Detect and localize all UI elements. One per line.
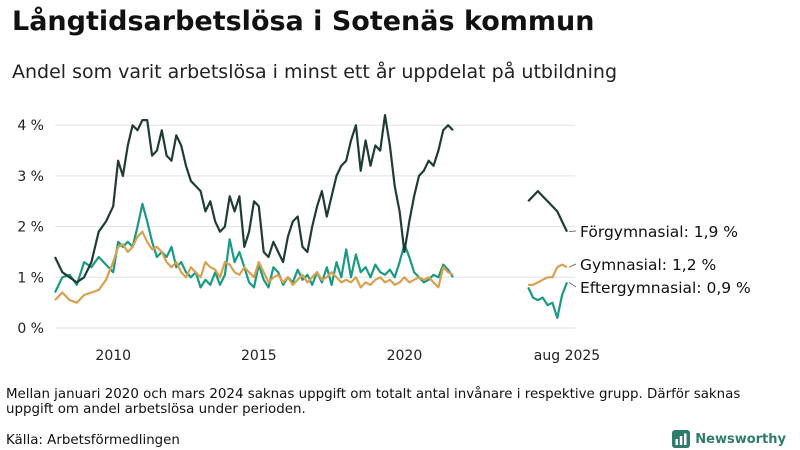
series-end-label: Gymnasial: 1,2 % xyxy=(580,256,716,274)
label-connector xyxy=(568,230,577,233)
x-tick-label: aug 2025 xyxy=(534,348,600,364)
series-end-label: Eftergymnasial: 0,9 % xyxy=(580,279,751,297)
x-axis-ticks: 2010 2015 2020 aug 2025 xyxy=(95,348,600,364)
y-tick-label: 3 % xyxy=(17,169,44,185)
y-axis-ticks: 0 % 1 % 2 % 3 % 4 % xyxy=(17,118,44,337)
brand-name: Newsworthy xyxy=(695,431,786,447)
line-chart: 0 % 1 % 2 % 3 % 4 % 2010 2015 2020 aug 2025 För… xyxy=(17,114,751,364)
series-lines xyxy=(54,114,569,319)
y-tick-label: 2 % xyxy=(17,220,44,236)
chart-title: Långtidsarbetslösa i Sotenäs kommun xyxy=(12,6,595,37)
series-end-label: Förgymnasial: 1,9 % xyxy=(580,223,738,241)
newsworthy-icon xyxy=(672,430,691,448)
footnote: Mellan januari 2020 och mars 2024 saknas… xyxy=(6,387,741,417)
chart-subtitle: Andel som varit arbetslösa i minst ett å… xyxy=(12,61,618,83)
y-tick-label: 4 % xyxy=(17,118,44,134)
series-line-gymnasial xyxy=(528,263,568,286)
series-end-labels: Förgymnasial: 1,9 % Gymnasial: 1,2 % Efter… xyxy=(568,223,751,297)
label-connector xyxy=(568,263,577,268)
y-tick-label: 1 % xyxy=(17,270,44,286)
newsworthy-logo: Newsworthy xyxy=(672,430,786,448)
label-connector xyxy=(568,281,577,288)
x-tick-label: 2010 xyxy=(95,348,131,364)
series-line-eftergymnasial xyxy=(527,282,569,319)
series-line-eftergymnasial xyxy=(54,202,454,293)
source-text: Källa: Arbetsförmedlingen xyxy=(6,433,180,448)
series-line-gymnasial xyxy=(54,230,454,304)
series-line-förgymnasial xyxy=(54,114,454,284)
series-line-förgymnasial xyxy=(527,190,568,233)
x-tick-label: 2015 xyxy=(241,348,277,364)
x-tick-label: 2020 xyxy=(387,348,423,364)
y-tick-label: 0 % xyxy=(17,321,44,337)
y-gridlines xyxy=(55,124,575,329)
